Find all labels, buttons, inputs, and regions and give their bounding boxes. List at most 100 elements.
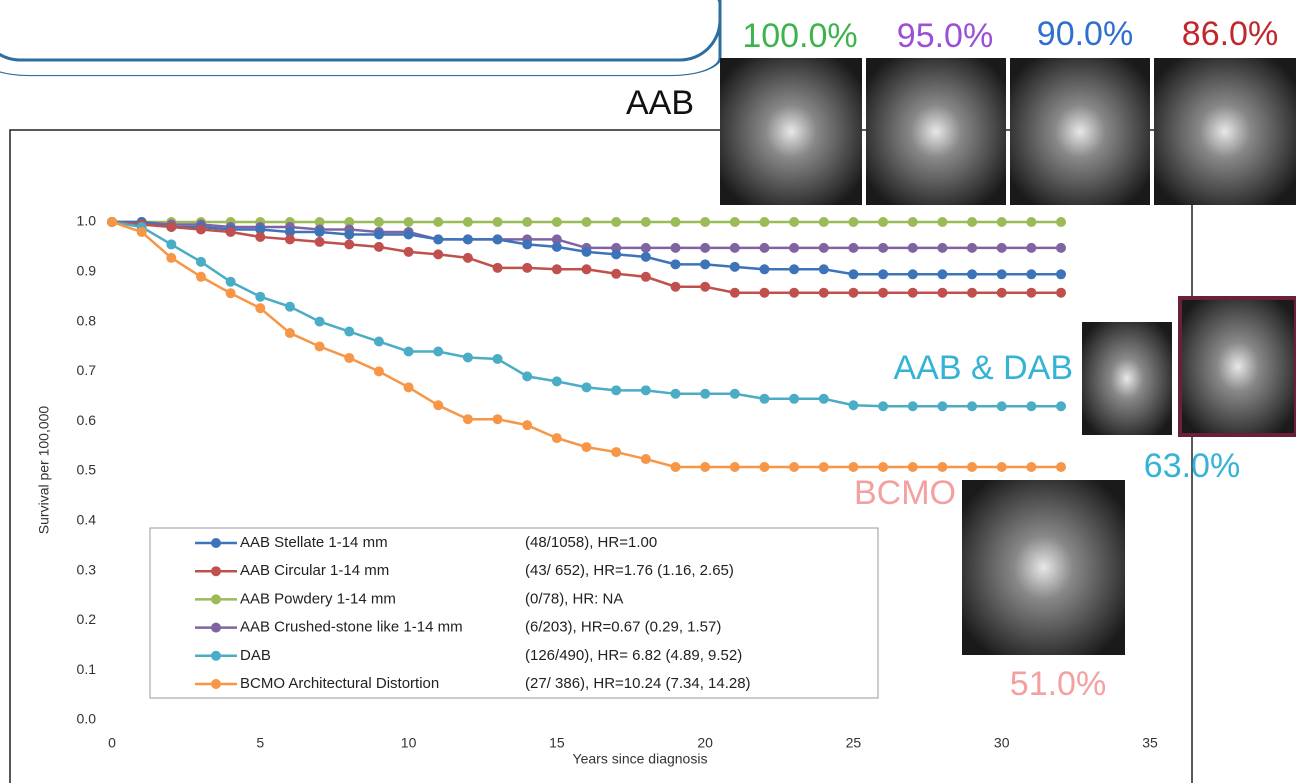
data-point (552, 217, 562, 227)
data-point (137, 227, 147, 237)
data-point (1026, 288, 1036, 298)
data-point (1026, 217, 1036, 227)
y-tick-label: 0.5 (77, 462, 97, 478)
data-point (463, 414, 473, 424)
data-point (1056, 217, 1066, 227)
y-tick-label: 0.6 (77, 412, 97, 428)
data-point (759, 243, 769, 253)
legend-stats: (48/1058), HR=1.00 (525, 534, 657, 551)
data-point (670, 462, 680, 472)
data-point (463, 234, 473, 244)
data-point (582, 442, 592, 452)
x-tick-label: 30 (994, 735, 1010, 751)
data-point (433, 400, 443, 410)
data-point (196, 272, 206, 282)
data-point (552, 433, 562, 443)
data-point (730, 262, 740, 272)
data-point (1026, 401, 1036, 411)
data-point (582, 217, 592, 227)
data-point (848, 217, 858, 227)
data-point (670, 243, 680, 253)
data-point (404, 382, 414, 392)
legend-marker (211, 594, 221, 604)
legend-marker (211, 623, 221, 633)
thumbnail (1154, 58, 1296, 205)
data-point (789, 243, 799, 253)
y-tick-label: 1.0 (77, 213, 97, 229)
data-point (285, 234, 295, 244)
data-point (226, 277, 236, 287)
data-point (493, 414, 503, 424)
annotation: 86.0% (1182, 15, 1278, 53)
data-point (670, 282, 680, 292)
data-point (255, 292, 265, 302)
data-point (908, 288, 918, 298)
data-point (1056, 269, 1066, 279)
data-point (819, 394, 829, 404)
data-point (819, 288, 829, 298)
x-tick-label: 25 (846, 735, 862, 751)
data-point (166, 222, 176, 232)
data-point (611, 447, 621, 457)
data-point (1056, 243, 1066, 253)
data-point (582, 247, 592, 257)
data-point (315, 317, 325, 327)
data-point (759, 462, 769, 472)
data-point (641, 243, 651, 253)
data-point (433, 217, 443, 227)
data-point (315, 237, 325, 247)
y-tick-label: 0.4 (77, 512, 97, 528)
data-point (611, 249, 621, 259)
data-point (226, 288, 236, 298)
data-point (1056, 462, 1066, 472)
annotation: AAB & DAB (893, 349, 1073, 387)
thumbnail (1010, 58, 1150, 205)
data-point (700, 462, 710, 472)
legend-label: AAB Powdery 1-14 mm (240, 590, 396, 607)
data-point (730, 217, 740, 227)
data-point (997, 288, 1007, 298)
data-point (285, 302, 295, 312)
data-point (997, 401, 1007, 411)
data-point (552, 264, 562, 274)
legend-marker (211, 538, 221, 548)
data-point (611, 269, 621, 279)
x-tick-label: 0 (108, 735, 116, 751)
data-point (759, 264, 769, 274)
legend-stats: (27/ 386), HR=10.24 (7.34, 14.28) (525, 675, 751, 692)
annotation: 51.0% (1010, 665, 1106, 703)
data-point (404, 217, 414, 227)
data-point (166, 239, 176, 249)
data-point (967, 462, 977, 472)
thumbnail (866, 58, 1006, 205)
data-point (344, 229, 354, 239)
data-point (522, 263, 532, 273)
data-point (848, 400, 858, 410)
data-point (1026, 243, 1036, 253)
y-tick-label: 0.1 (77, 661, 97, 677)
data-point (848, 288, 858, 298)
data-point (967, 269, 977, 279)
thumbnail (1180, 298, 1296, 435)
data-point (196, 257, 206, 267)
x-tick-label: 20 (697, 735, 713, 751)
data-point (522, 371, 532, 381)
y-tick-label: 0.9 (77, 263, 97, 279)
data-point (878, 401, 888, 411)
data-point (344, 327, 354, 337)
data-point (255, 303, 265, 313)
data-point (344, 353, 354, 363)
data-point (107, 217, 117, 227)
data-point (700, 389, 710, 399)
legend-stats: (43/ 652), HR=1.76 (1.16, 2.65) (525, 562, 734, 579)
data-point (848, 269, 858, 279)
series-line (112, 222, 1061, 293)
data-point (937, 288, 947, 298)
data-point (789, 264, 799, 274)
data-point (493, 263, 503, 273)
data-point (552, 242, 562, 252)
data-point (433, 249, 443, 259)
thumbnail (1082, 322, 1172, 435)
data-point (967, 243, 977, 253)
data-point (404, 229, 414, 239)
